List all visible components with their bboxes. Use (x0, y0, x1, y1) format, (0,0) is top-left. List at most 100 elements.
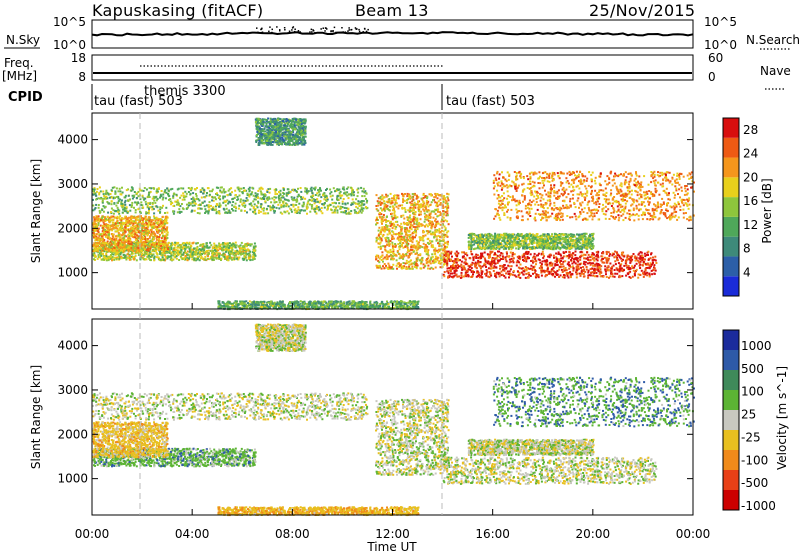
power-pixel (94, 192, 97, 195)
power-pixel (159, 218, 162, 220)
power-pixel (327, 206, 329, 209)
power-pixel (110, 196, 113, 199)
date-label: 25/Nov/2015 (589, 1, 696, 20)
power-pixel (439, 240, 442, 242)
power-pixel (439, 266, 442, 269)
power-pixel (94, 239, 97, 242)
power-pixel (228, 188, 231, 191)
power-pixel (574, 254, 577, 257)
power-pixel (93, 249, 96, 252)
power-pixel (152, 195, 155, 198)
noise-search-dot (344, 31, 347, 33)
power-pixel (287, 205, 290, 208)
power-pixel (385, 264, 387, 267)
power-pixel (243, 206, 246, 208)
power-pixel (92, 254, 95, 257)
power-pixel (114, 243, 117, 246)
power-pixel (97, 197, 100, 200)
power-pixel (158, 236, 161, 238)
power-pixel (155, 256, 158, 259)
power-pixel (146, 245, 149, 248)
power-pixel (233, 244, 236, 247)
power-pixel (416, 256, 419, 259)
power-pixel (93, 188, 96, 191)
power-pixel (148, 218, 151, 221)
power-pixel (147, 249, 150, 252)
power-pixel (347, 186, 350, 189)
power-pixel (204, 255, 207, 258)
power-pixel (251, 256, 254, 259)
noise-search-dot (363, 27, 366, 30)
power-pixel (148, 241, 151, 244)
power-pixel (425, 223, 428, 226)
power-pixel (613, 269, 616, 271)
power-pixel (200, 196, 203, 199)
power-pixel (156, 230, 158, 233)
power-pixel (153, 222, 156, 225)
power-pixel (93, 187, 96, 190)
power-pixel (100, 235, 103, 238)
power-pixel (281, 200, 284, 203)
power-pixel (97, 245, 100, 247)
power-pixel (415, 234, 417, 237)
power-pixel (143, 235, 146, 238)
power-pixel (120, 234, 123, 237)
power-pixel (391, 209, 394, 212)
power-pixel (339, 197, 342, 200)
power-pixel (400, 214, 403, 217)
power-pixel (228, 211, 231, 214)
power-pixel (150, 219, 153, 222)
noise-search-dot (292, 26, 295, 28)
power-pixel (212, 206, 215, 209)
power-pixel (189, 202, 192, 205)
power-pixel (415, 231, 418, 234)
power-pixel (424, 250, 427, 253)
power-pixel (418, 221, 421, 224)
power-pixel (192, 257, 195, 260)
power-pixel (408, 256, 411, 259)
power-pixel (387, 250, 390, 253)
power-pixel (283, 192, 285, 195)
power-pixel (271, 206, 274, 209)
power-pixel (443, 245, 446, 248)
power-pixel (222, 201, 225, 204)
power-pixel (115, 187, 118, 190)
power-pixel (163, 251, 166, 254)
power-pixel (95, 190, 98, 193)
power-pixel (99, 211, 102, 214)
power-pixel (435, 223, 437, 226)
power-pixel (273, 196, 276, 199)
power-pixel (386, 243, 389, 246)
power-pixel (307, 200, 310, 203)
power-pixel (106, 215, 109, 218)
power-pixel (148, 257, 151, 260)
power-pixel (170, 246, 173, 249)
power-pixel (446, 192, 449, 195)
power-pixel (434, 219, 436, 222)
power-pixel (95, 233, 98, 236)
power-pixel (117, 234, 120, 237)
power-pixel (267, 212, 270, 215)
power-pixel (402, 253, 404, 256)
power-pixel (378, 261, 381, 264)
power-pixel (443, 225, 446, 228)
power-pixel (152, 244, 154, 247)
power-pixel (408, 263, 411, 266)
power-pixel (197, 207, 200, 210)
power-pixel (351, 198, 354, 201)
power-pixel (101, 209, 104, 211)
power-pixel (172, 195, 175, 198)
power-pixel (106, 242, 109, 245)
power-pixel (100, 254, 103, 257)
power-pixel (627, 265, 630, 268)
power-pixel (279, 193, 282, 196)
power-pixel (134, 254, 137, 257)
power-pixel (227, 202, 230, 205)
power-pixel (331, 202, 334, 205)
power-pixel (147, 195, 150, 198)
power-pixel (365, 197, 367, 200)
power-pixel (400, 243, 403, 246)
power-pixel (277, 203, 280, 206)
power-pixel (272, 204, 275, 207)
power-pixel (315, 205, 318, 208)
